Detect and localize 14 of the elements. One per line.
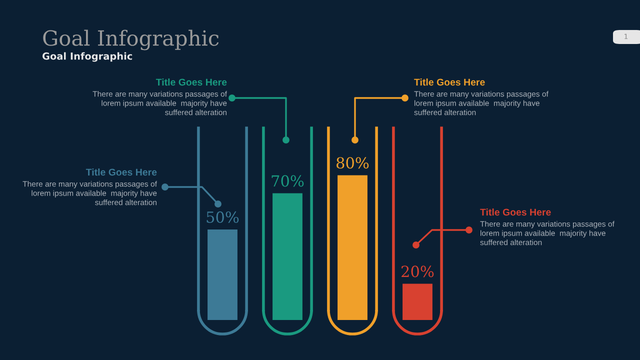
bar [402,284,432,320]
text: Title Goes Here [414,78,485,86]
text: Title Goes Here [480,208,551,216]
text: Goal Infographic [42,52,132,62]
data-label: 70% [272,175,304,187]
data-label: 50% [206,211,239,223]
text: Title Goes Here [156,78,227,86]
chart-title: Goal Infographic [43,30,219,50]
bar [272,193,302,320]
bar [208,230,238,320]
data-label: 80% [336,157,369,169]
bar [338,175,368,320]
data-label: 20% [402,266,434,278]
text: Title Goes Here [86,168,157,176]
